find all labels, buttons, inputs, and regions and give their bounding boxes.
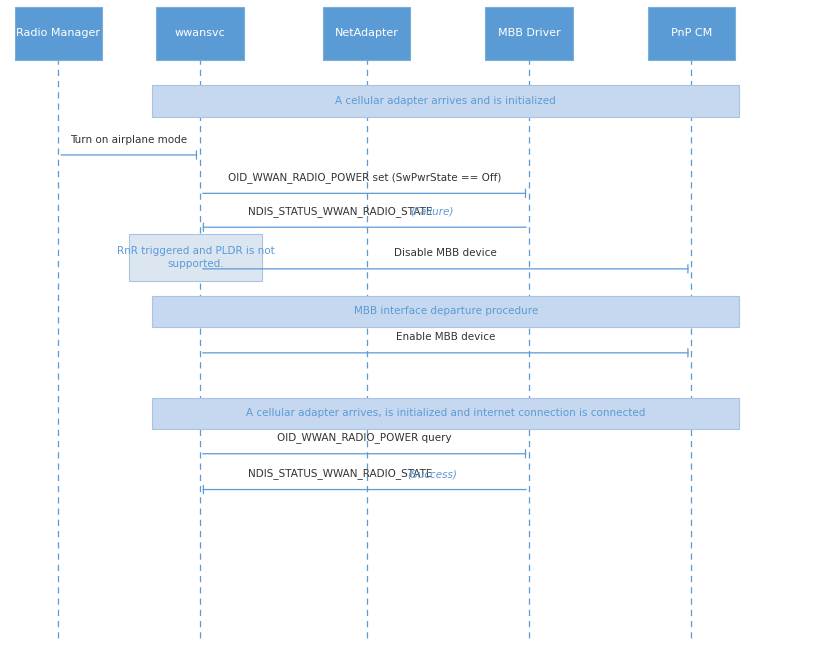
- Text: MBB interface departure procedure: MBB interface departure procedure: [353, 306, 538, 316]
- Text: (Failure): (Failure): [411, 207, 454, 217]
- FancyBboxPatch shape: [15, 7, 102, 60]
- Text: NetAdapter: NetAdapter: [335, 28, 398, 38]
- Text: Turn on airplane mode: Turn on airplane mode: [71, 135, 187, 145]
- Text: PnP CM: PnP CM: [671, 28, 712, 38]
- Text: OID_WWAN_RADIO_POWER set (SwPwrState == Off): OID_WWAN_RADIO_POWER set (SwPwrState == …: [227, 172, 501, 183]
- Text: NDIS_STATUS_WWAN_RADIO_STATE: NDIS_STATUS_WWAN_RADIO_STATE: [248, 206, 432, 217]
- FancyBboxPatch shape: [152, 296, 739, 327]
- Text: A cellular adapter arrives, is initialized and internet connection is connected: A cellular adapter arrives, is initializ…: [246, 408, 646, 419]
- FancyBboxPatch shape: [648, 7, 735, 60]
- Text: OID_WWAN_RADIO_POWER query: OID_WWAN_RADIO_POWER query: [277, 432, 451, 443]
- FancyBboxPatch shape: [129, 234, 262, 281]
- FancyBboxPatch shape: [485, 7, 573, 60]
- Text: Radio Manager: Radio Manager: [17, 28, 100, 38]
- FancyBboxPatch shape: [152, 85, 739, 117]
- FancyBboxPatch shape: [323, 7, 410, 60]
- Text: Disable MBB device: Disable MBB device: [394, 249, 497, 258]
- Text: MBB Driver: MBB Driver: [497, 28, 561, 38]
- Text: RnR triggered and PLDR is not
supported.: RnR triggered and PLDR is not supported.: [117, 245, 275, 269]
- Text: NDIS_STATUS_WWAN_RADIO_STATE: NDIS_STATUS_WWAN_RADIO_STATE: [248, 468, 432, 479]
- FancyBboxPatch shape: [152, 398, 739, 429]
- Text: A cellular adapter arrives and is initialized: A cellular adapter arrives and is initia…: [335, 96, 556, 106]
- Text: (Success): (Success): [407, 469, 457, 479]
- Text: wwansvc: wwansvc: [175, 28, 225, 38]
- Text: Enable MBB device: Enable MBB device: [396, 333, 496, 342]
- FancyBboxPatch shape: [157, 7, 243, 60]
